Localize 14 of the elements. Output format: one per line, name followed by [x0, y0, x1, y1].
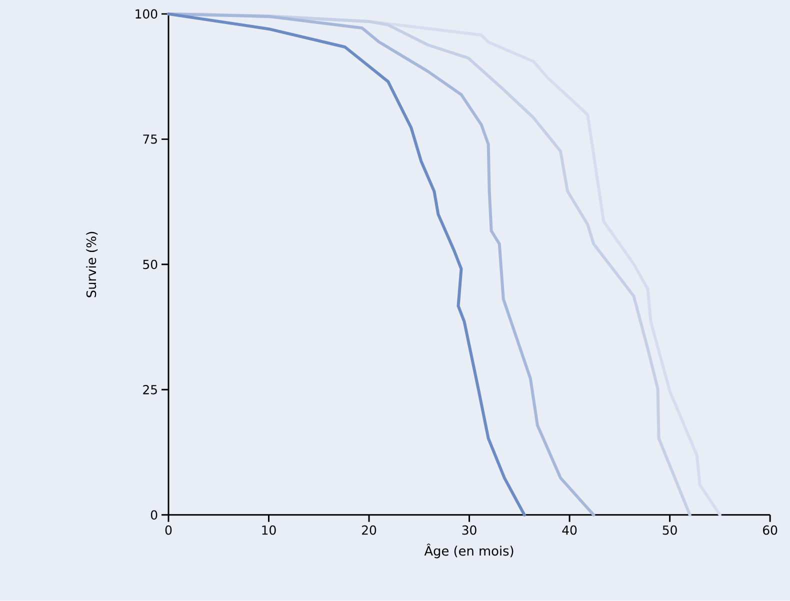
y-tick-label: 25	[143, 385, 157, 395]
x-tick-label: 10	[262, 526, 276, 535]
x-tick-label: 50	[662, 526, 677, 535]
x-tick-label: 30	[462, 526, 476, 535]
x-tick-label: 40	[562, 526, 577, 535]
x-axis-title: Âge (en mois)	[424, 544, 514, 558]
y-tick-label: 0	[150, 510, 158, 520]
y-axis-title: Survie (%)	[86, 232, 98, 298]
x-tick-label: 20	[362, 526, 376, 535]
y-tick-label: 50	[143, 260, 158, 270]
y-tick-label: 100	[136, 9, 158, 19]
y-tick-label: 75	[143, 134, 157, 144]
x-tick-label: 60	[763, 526, 778, 535]
x-tick-label: 0	[165, 526, 172, 535]
